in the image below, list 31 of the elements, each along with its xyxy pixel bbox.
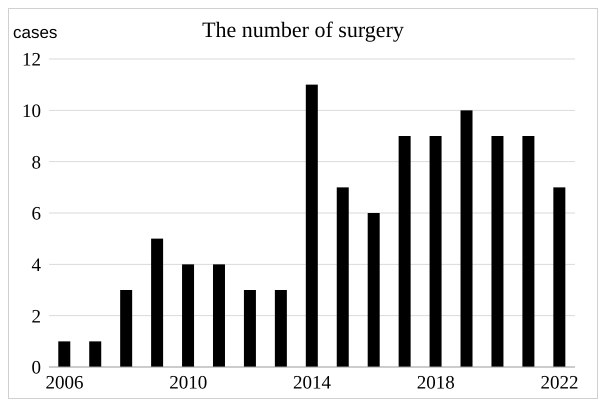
y-tick-label: 8	[32, 152, 41, 174]
bar	[212, 264, 225, 367]
bar	[244, 290, 256, 367]
x-tick-label: 2022	[540, 372, 579, 394]
bar	[58, 341, 70, 367]
y-tick-label: 4	[32, 255, 42, 276]
bar	[553, 187, 566, 367]
x-tick-label: 2018	[416, 372, 455, 394]
y-axis-title: cases	[13, 23, 58, 43]
y-tick-label: 6	[32, 204, 41, 225]
y-tick-label: 0	[32, 358, 41, 379]
bar	[151, 238, 164, 367]
bar	[120, 290, 132, 367]
bar	[182, 264, 194, 367]
bar	[89, 341, 102, 367]
x-tick-label: 2006	[45, 372, 84, 394]
y-tick-label: 12	[22, 50, 41, 71]
x-tick-label: 2010	[169, 372, 208, 394]
bar	[336, 187, 349, 367]
bar	[491, 136, 504, 367]
bar	[274, 290, 287, 367]
bar	[398, 136, 411, 367]
y-tick-label: 2	[32, 306, 41, 328]
bar	[430, 136, 442, 367]
chart-title: The number of surgery	[202, 17, 404, 42]
x-tick-label: 2014	[293, 372, 332, 394]
bar	[306, 84, 318, 367]
bar	[368, 213, 380, 367]
bar	[460, 110, 473, 367]
bar	[522, 136, 534, 367]
y-tick-label: 10	[22, 101, 41, 122]
